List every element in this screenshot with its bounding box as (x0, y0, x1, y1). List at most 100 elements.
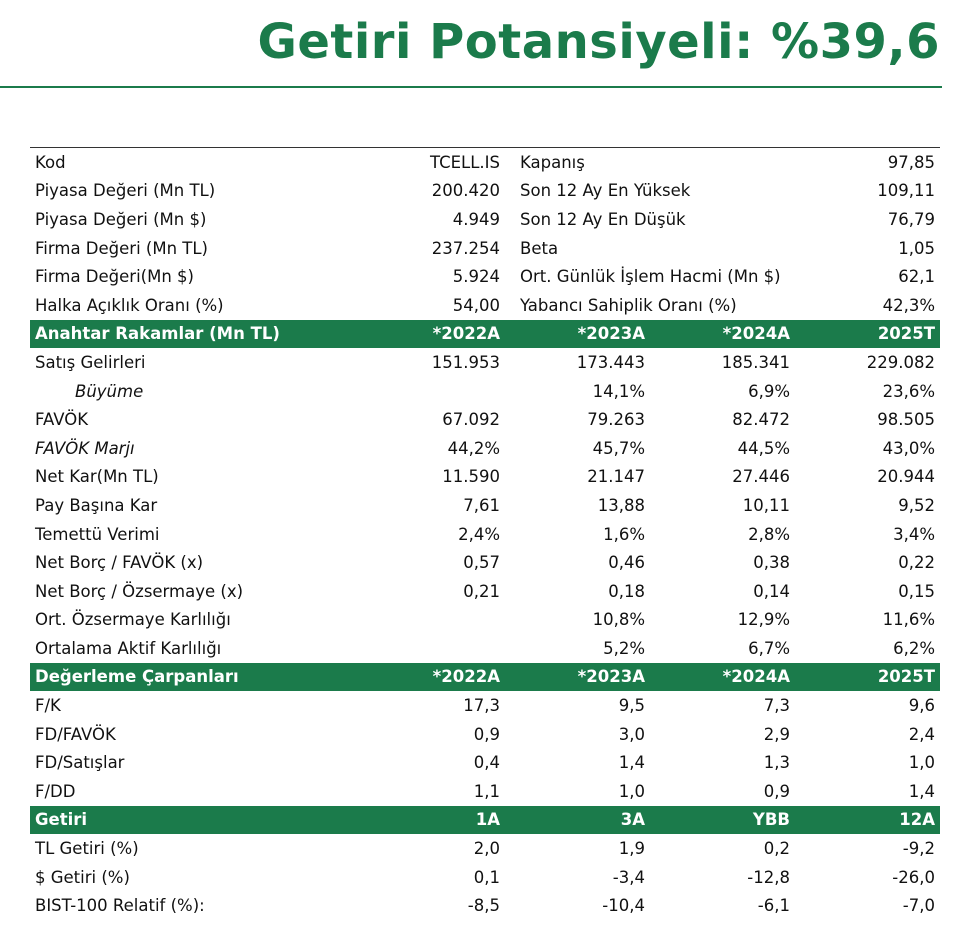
cell: 13,88 (597, 495, 645, 515)
cell: Ort. Özsermaye Karlılığı (35, 610, 231, 630)
data-row: TL Getiri (%) 2,0 1,9 0,2 -9,2 (30, 834, 940, 863)
cell: 200.420 (431, 181, 500, 201)
cell: 11,6% (882, 610, 935, 630)
stock-table: Kod TCELL.IS Kapanış 97,85 Piyasa Değeri (Mn… (30, 147, 940, 920)
cell: Net Borç / Özsermaye (x) (35, 581, 244, 601)
cell: FD/Satışlar (35, 753, 125, 773)
data-row: Pay Başına Kar 7,61 13,88 10,11 9,52 (30, 491, 940, 520)
data-row: $ Getiri (%) 0,1 -3,4 -12,8 -26,0 (30, 863, 940, 892)
cell: Son 12 Ay En Düşük (520, 209, 686, 229)
cell: 0,22 (898, 553, 935, 573)
cell: Piyasa Değeri (Mn TL) (35, 181, 216, 201)
cell: TCELL.IS (429, 152, 500, 172)
cell: 1,05 (898, 238, 935, 258)
cell: Net Kar(Mn TL) (35, 467, 159, 487)
cell: 67.092 (442, 410, 500, 430)
cell: 9,6 (908, 696, 935, 716)
cell: 2,8% (748, 524, 790, 544)
data-row: FD/Satışlar 0,4 1,4 1,3 1,0 (30, 748, 940, 777)
data-row: Temettü Verimi 2,4% 1,6% 2,8% 3,4% (30, 520, 940, 549)
cell: 6,2% (893, 638, 935, 658)
cell: *2022A (370, 662, 505, 692)
data-row: Net Borç / Özsermaye (x) 0,21 0,18 0,14 0,15 (30, 577, 940, 606)
cell: -7,0 (902, 896, 935, 916)
cell: 6,7% (748, 638, 790, 658)
cell: 45,7% (592, 438, 645, 458)
cell: 44,2% (447, 438, 500, 458)
cell: BIST-100 Relatif (%): (35, 896, 205, 916)
cell (370, 377, 505, 406)
cell: -6,1 (757, 896, 790, 916)
cell: -26,0 (892, 867, 935, 887)
cell: Halka Açıklık Oranı (%) (35, 295, 224, 315)
cell: 229.082 (866, 352, 935, 372)
data-row: FAVÖK 67.092 79.263 82.472 98.505 (30, 405, 940, 434)
data-row: Net Borç / FAVÖK (x) 0,57 0,46 0,38 0,22 (30, 548, 940, 577)
cell: 0,18 (608, 581, 645, 601)
summary-row: Piyasa Değeri (Mn $) 4.949 Son 12 Ay En Dü… (30, 205, 940, 234)
cell: 0,57 (463, 553, 500, 573)
cell: 0,21 (463, 581, 500, 601)
section-header: Değerleme Çarpanları *2022A *2023A *2024A 20… (30, 662, 940, 692)
cell (370, 634, 505, 663)
cell: 0,9 (763, 781, 790, 801)
cell: 7,61 (463, 495, 500, 515)
cell: 0,15 (898, 581, 935, 601)
cell: 5,2% (603, 638, 645, 658)
cell: 0,2 (763, 839, 790, 859)
cell: *2024A (650, 319, 795, 349)
cell: 2,0 (473, 839, 500, 859)
cell: FAVÖK (35, 410, 89, 430)
cell: 12,9% (737, 610, 790, 630)
cell: 44,5% (737, 438, 790, 458)
cell: 6,9% (748, 381, 790, 401)
summary-row: Firma Değeri (Mn TL) 237.254 Beta 1,05 (30, 234, 940, 263)
cell: 0,46 (608, 553, 645, 573)
cell: -10,4 (602, 896, 645, 916)
cell: *2023A (505, 319, 650, 349)
data-row: F/K 17,3 9,5 7,3 9,6 (30, 691, 940, 720)
cell: 109,11 (877, 181, 935, 201)
cell: 0,38 (753, 553, 790, 573)
cell: Satış Gelirleri (35, 352, 146, 372)
cell: Firma Değeri (Mn TL) (35, 238, 208, 258)
cell: 62,1 (898, 267, 935, 287)
data-row: Net Kar(Mn TL) 11.590 21.147 27.446 20.944 (30, 463, 940, 492)
cell: 23,6% (882, 381, 935, 401)
data-row: FD/FAVÖK 0,9 3,0 2,9 2,4 (30, 720, 940, 749)
cell: 185.341 (721, 352, 790, 372)
cell: 1,0 (618, 781, 645, 801)
cell: 1,1 (473, 781, 500, 801)
cell: 9,52 (898, 495, 935, 515)
cell: 173.443 (576, 352, 645, 372)
summary-row: Halka Açıklık Oranı (%) 54,00 Yabancı Sahi… (30, 291, 940, 320)
section-header: Getiri 1A 3A YBB 12A (30, 805, 940, 835)
cell: 20.944 (877, 467, 935, 487)
cell: TL Getiri (%) (35, 839, 139, 859)
cell: Anahtar Rakamlar (Mn TL) (30, 319, 370, 349)
cell: 1,4 (618, 753, 645, 773)
section-header: Anahtar Rakamlar (Mn TL) *2022A *2023A *202… (30, 319, 940, 349)
table-body: Kod TCELL.IS Kapanış 97,85 Piyasa Değeri (Mn… (30, 148, 940, 921)
summary-row: Piyasa Değeri (Mn TL) 200.420 Son 12 Ay En… (30, 177, 940, 206)
cell: 14,1% (592, 381, 645, 401)
cell: 27.446 (732, 467, 790, 487)
cell: -12,8 (747, 867, 790, 887)
cell: 7,3 (763, 696, 790, 716)
cell: 21.147 (587, 467, 645, 487)
cell: 1,9 (618, 839, 645, 859)
cell: 0,14 (753, 581, 790, 601)
cell: Pay Başına Kar (35, 495, 158, 515)
cell: Yabancı Sahiplik Oranı (%) (520, 295, 737, 315)
cell: 97,85 (887, 152, 935, 172)
cell: 2,4 (908, 724, 935, 744)
summary-row: Firma Değeri(Mn $) 5.924 Ort. Günlük İşlem… (30, 262, 940, 291)
data-row: F/DD 1,1 1,0 0,9 1,4 (30, 777, 940, 806)
cell: Piyasa Değeri (Mn $) (35, 209, 207, 229)
cell: 12A (795, 805, 940, 835)
cell: $ Getiri (%) (35, 867, 130, 887)
cell: 2025T (795, 662, 940, 692)
cell: 1,0 (908, 753, 935, 773)
data-row: Ort. Özsermaye Karlılığı 10,8% 12,9% 11,6% (30, 606, 940, 635)
